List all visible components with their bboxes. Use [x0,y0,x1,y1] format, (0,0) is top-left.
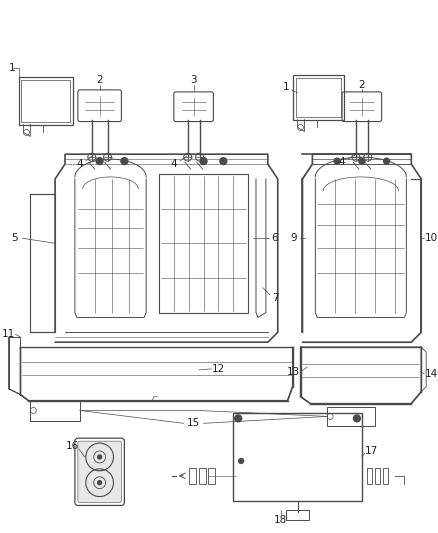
Text: 12: 12 [212,364,225,374]
Text: 15: 15 [187,418,200,429]
Bar [18,77,73,125]
Bar [367,468,372,483]
Bar [208,468,215,483]
Circle shape [98,481,102,484]
Text: 7: 7 [272,293,279,303]
Circle shape [98,455,102,459]
Text: 14: 14 [424,369,438,379]
Text: 1: 1 [9,63,16,73]
Bar [286,511,309,520]
Text: 4: 4 [339,157,346,167]
Bar [293,75,344,119]
Bar [296,78,341,117]
Bar [189,468,196,483]
Text: 11: 11 [2,329,15,340]
Bar [198,468,205,483]
Text: 18: 18 [274,515,287,526]
Bar [159,174,248,312]
Text: 4: 4 [77,159,83,169]
Bar [30,400,80,422]
Text: 4: 4 [170,159,177,169]
Text: 3: 3 [191,75,197,85]
Circle shape [359,158,365,164]
Text: 17: 17 [365,446,378,456]
Circle shape [121,158,128,165]
Circle shape [353,415,360,422]
FancyBboxPatch shape [78,441,121,503]
Text: 10: 10 [424,233,438,243]
Text: 6: 6 [272,233,278,243]
Text: 9: 9 [290,233,297,243]
Text: 1: 1 [283,82,289,92]
Bar [327,407,375,426]
Circle shape [384,158,389,164]
Circle shape [200,158,207,165]
Bar [233,414,362,500]
Circle shape [220,158,227,165]
Bar [375,468,380,483]
Text: 16: 16 [66,441,80,451]
Circle shape [334,158,340,164]
Circle shape [96,158,103,165]
Text: 2: 2 [96,75,103,85]
Text: 2: 2 [359,80,365,90]
Text: 5: 5 [11,233,18,243]
Circle shape [235,415,242,422]
Bar [21,80,70,122]
Circle shape [239,458,244,463]
Text: 13: 13 [287,367,300,377]
Bar [383,468,388,483]
